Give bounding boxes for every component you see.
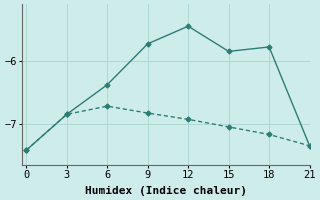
X-axis label: Humidex (Indice chaleur): Humidex (Indice chaleur): [85, 186, 247, 196]
